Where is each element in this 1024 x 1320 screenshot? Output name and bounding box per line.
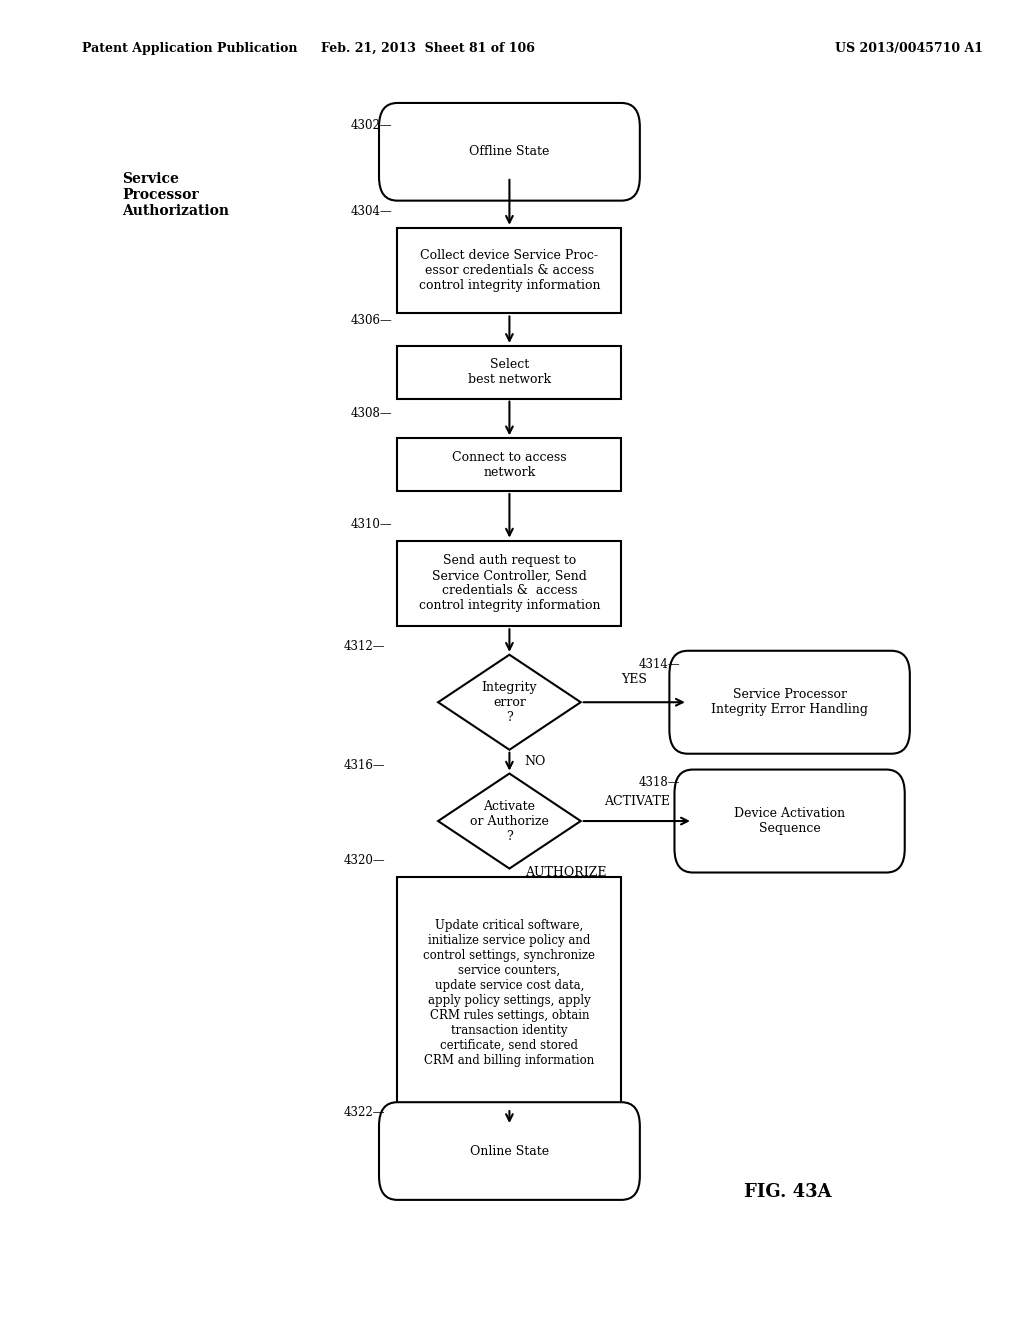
Text: Device Activation
Sequence: Device Activation Sequence (734, 807, 845, 836)
Text: Connect to access
network: Connect to access network (453, 450, 566, 479)
FancyBboxPatch shape (397, 541, 622, 626)
Text: 4310—: 4310— (350, 517, 392, 531)
Text: 4304—: 4304— (350, 205, 392, 218)
Text: 4316—: 4316— (343, 759, 385, 772)
FancyBboxPatch shape (397, 227, 622, 313)
Text: Update critical software,
initialize service policy and
control settings, synchr: Update critical software, initialize ser… (424, 919, 595, 1067)
Text: AUTHORIZE: AUTHORIZE (524, 866, 606, 879)
FancyBboxPatch shape (397, 876, 622, 1109)
FancyBboxPatch shape (675, 770, 905, 873)
Text: Service
Processor
Authorization: Service Processor Authorization (122, 172, 229, 218)
Text: FIG. 43A: FIG. 43A (743, 1183, 831, 1201)
Text: 4318—: 4318— (639, 776, 681, 789)
Text: Service Processor
Integrity Error Handling: Service Processor Integrity Error Handli… (711, 688, 868, 717)
Polygon shape (438, 774, 581, 869)
Text: Feb. 21, 2013  Sheet 81 of 106: Feb. 21, 2013 Sheet 81 of 106 (321, 42, 535, 55)
Text: 4314—: 4314— (639, 657, 681, 671)
Text: Offline State: Offline State (469, 145, 550, 158)
Polygon shape (438, 655, 581, 750)
FancyBboxPatch shape (670, 651, 910, 754)
Text: Collect device Service Proc-
essor credentials & access
control integrity inform: Collect device Service Proc- essor crede… (419, 249, 600, 292)
Text: ACTIVATE: ACTIVATE (604, 795, 670, 808)
Text: YES: YES (622, 673, 647, 686)
Text: 4306—: 4306— (350, 314, 392, 327)
Text: 4312—: 4312— (344, 640, 385, 653)
Text: 4302—: 4302— (350, 119, 392, 132)
Text: US 2013/0045710 A1: US 2013/0045710 A1 (836, 42, 983, 55)
Text: Online State: Online State (470, 1144, 549, 1158)
Text: 4320—: 4320— (343, 854, 385, 867)
Text: Send auth request to
Service Controller, Send
credentials &  access
control inte: Send auth request to Service Controller,… (419, 554, 600, 612)
Text: Activate
or Authorize
?: Activate or Authorize ? (470, 800, 549, 842)
Text: Select
best network: Select best network (468, 358, 551, 387)
Text: Patent Application Publication: Patent Application Publication (82, 42, 297, 55)
Text: Integrity
error
?: Integrity error ? (481, 681, 538, 723)
Text: 4322—: 4322— (344, 1106, 385, 1119)
FancyBboxPatch shape (397, 438, 622, 491)
FancyBboxPatch shape (379, 1102, 640, 1200)
Text: 4308—: 4308— (350, 407, 392, 420)
FancyBboxPatch shape (379, 103, 640, 201)
Text: NO: NO (524, 755, 546, 768)
FancyBboxPatch shape (397, 346, 622, 399)
